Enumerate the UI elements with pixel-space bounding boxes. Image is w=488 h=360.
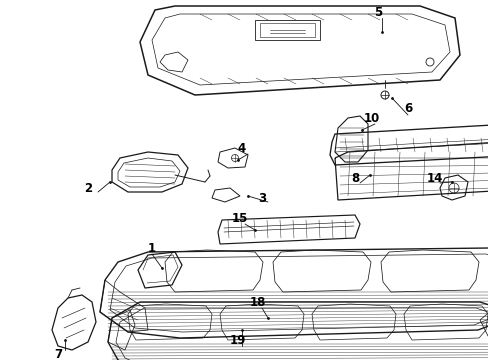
Text: 5: 5 — [373, 5, 381, 18]
Text: 19: 19 — [229, 333, 245, 346]
Text: 4: 4 — [237, 141, 245, 154]
Text: 15: 15 — [231, 211, 248, 225]
Text: 10: 10 — [363, 112, 379, 125]
Text: 14: 14 — [426, 171, 442, 184]
Text: 8: 8 — [350, 171, 358, 184]
Text: 2: 2 — [84, 181, 92, 194]
Text: 7: 7 — [54, 348, 62, 360]
Text: 6: 6 — [403, 102, 411, 114]
Text: 18: 18 — [249, 296, 265, 309]
Text: 1: 1 — [148, 242, 156, 255]
Text: 3: 3 — [257, 192, 265, 204]
